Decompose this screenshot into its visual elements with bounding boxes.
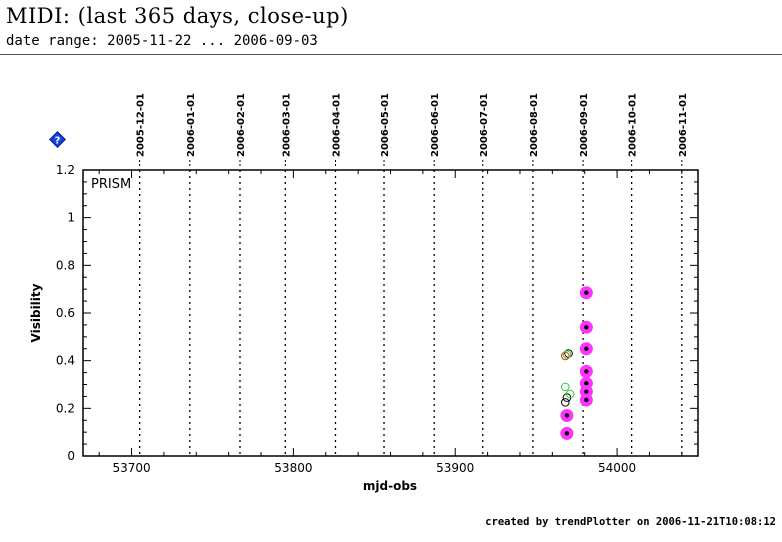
date-marker-label: 2006-05-01 bbox=[380, 93, 391, 157]
footer-credit: created by trendPlotter on 2006-11-21T10… bbox=[485, 516, 776, 528]
date-marker-label: 2006-01-01 bbox=[186, 93, 197, 157]
data-point bbox=[562, 350, 572, 360]
data-point-center bbox=[564, 431, 570, 436]
data-point-center bbox=[584, 389, 589, 394]
y-tick-label: 0.2 bbox=[56, 401, 75, 415]
data-point-center bbox=[584, 369, 589, 374]
date-marker-labels: 2005-12-01 2006-01-01 2006-02-01 2006-03-01… bbox=[136, 93, 689, 157]
panel-label: PRISM bbox=[91, 177, 131, 192]
date-marker-label: 2005-12-01 bbox=[136, 93, 147, 157]
y-axis-label: Visibility bbox=[29, 283, 43, 342]
data-points bbox=[560, 286, 593, 440]
data-point-center bbox=[584, 346, 589, 351]
y-tick-label: 0 bbox=[67, 449, 75, 463]
date-marker-label: 2006-10-01 bbox=[628, 93, 639, 157]
date-marker-label: 2006-03-01 bbox=[281, 93, 292, 157]
help-icon[interactable]: ? bbox=[49, 131, 66, 148]
y-axis: 0 0.2 0.4 0.6 0.8 1 1.2 bbox=[56, 163, 698, 463]
x-tick-label: 53900 bbox=[436, 461, 474, 475]
y-tick-label: 1 bbox=[67, 211, 75, 225]
y-tick-label: 0.8 bbox=[56, 258, 75, 272]
y-tick-label: 0.6 bbox=[56, 306, 75, 320]
x-tick-label: 53800 bbox=[274, 461, 312, 475]
date-marker-label: 2006-06-01 bbox=[430, 93, 441, 157]
data-point bbox=[565, 389, 575, 399]
date-range-subtitle: date range: 2005-11-22 ... 2006-09-03 bbox=[6, 33, 318, 49]
x-tick-label: 53700 bbox=[112, 461, 150, 475]
date-marker-label: 2006-02-01 bbox=[236, 93, 247, 157]
x-tick-label: 54000 bbox=[598, 461, 636, 475]
x-axis: 53700 53800 53900 54000 bbox=[98, 170, 683, 475]
data-point bbox=[560, 351, 570, 361]
page-title: MIDI: (last 365 days, close-up) bbox=[6, 4, 349, 28]
y-tick-label: 0.4 bbox=[56, 354, 75, 368]
data-point-center bbox=[564, 413, 570, 418]
date-marker-lines bbox=[138, 160, 683, 456]
y-tick-label: 1.2 bbox=[56, 163, 75, 177]
date-marker-label: 2006-09-01 bbox=[579, 93, 590, 157]
date-marker-label: 2006-08-01 bbox=[529, 93, 540, 157]
data-point-center bbox=[584, 397, 589, 403]
date-marker-label: 2006-07-01 bbox=[479, 93, 490, 157]
header-divider bbox=[0, 54, 782, 55]
x-axis-label: mjd-obs bbox=[363, 479, 417, 493]
data-point bbox=[560, 398, 570, 407]
plot-frame bbox=[82, 169, 699, 457]
data-point bbox=[560, 382, 570, 392]
data-point-center bbox=[584, 290, 589, 295]
svg-text:?: ? bbox=[55, 136, 61, 147]
data-point-center bbox=[584, 381, 589, 386]
date-marker-label: 2006-11-01 bbox=[678, 93, 689, 157]
date-marker-label: 2006-04-01 bbox=[331, 93, 342, 157]
data-point-center bbox=[584, 325, 589, 330]
